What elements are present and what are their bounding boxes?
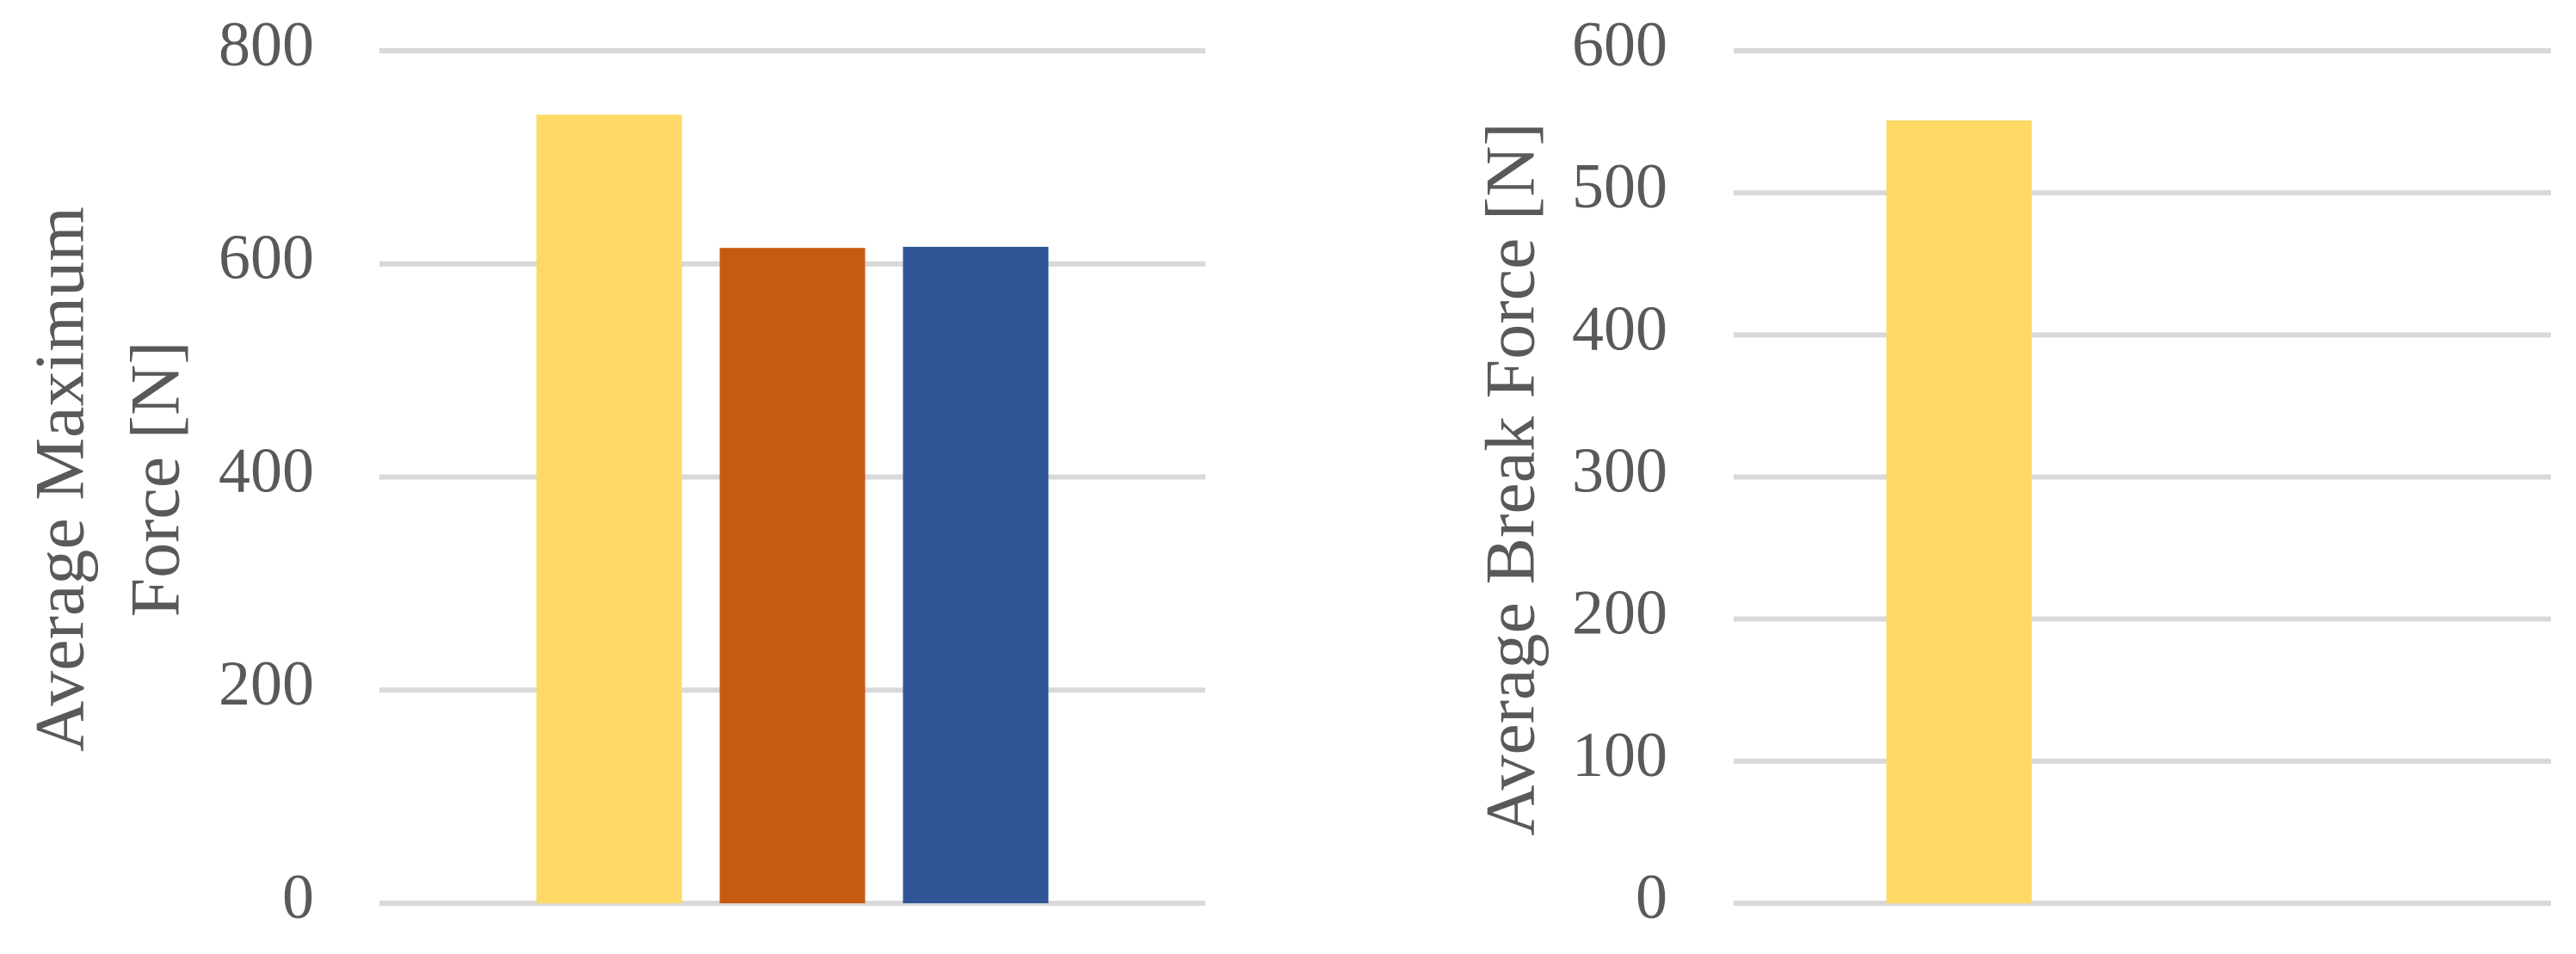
y-tick-label: 0 xyxy=(1636,862,1667,932)
bar xyxy=(536,114,682,903)
bar xyxy=(719,248,866,903)
bar xyxy=(1886,120,2032,904)
y-tick-label: 200 xyxy=(1572,578,1667,649)
y-tick-label: 200 xyxy=(219,649,314,719)
y-tick-label: 800 xyxy=(219,9,314,80)
y-tick-label: 300 xyxy=(1572,435,1667,506)
y-tick-label: 400 xyxy=(1572,293,1667,364)
y-tick-label: 600 xyxy=(1572,9,1667,80)
y-axis-title: Average Maximum Force [N] xyxy=(20,206,194,752)
y-tick-label: 500 xyxy=(1572,151,1667,222)
y-axis-title: Average Break Force [N] xyxy=(1470,122,1550,836)
y-tick-label: 0 xyxy=(282,862,314,932)
y-tick-label: 100 xyxy=(1572,720,1667,791)
bar xyxy=(903,246,1049,903)
y-tick-label: 600 xyxy=(219,223,314,293)
y-tick-label: 400 xyxy=(219,435,314,506)
